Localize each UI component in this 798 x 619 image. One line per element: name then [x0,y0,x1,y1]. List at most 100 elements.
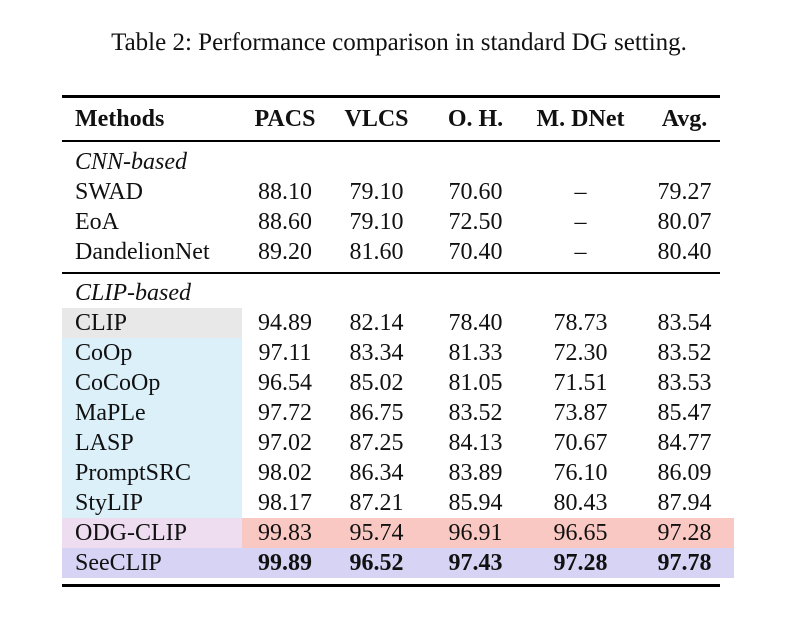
value-cell: 96.65 [526,517,635,548]
table-row-stylip: StyLIP 98.17 87.21 85.94 80.43 87.94 [62,487,734,518]
value-cell: 82.14 [349,309,404,336]
value-cell: 81.05 [448,369,503,396]
value-cell: 78.40 [448,309,503,336]
value-cell: 72.50 [448,209,503,235]
method-name: CoOp [62,337,242,368]
value-cell: 83.52 [448,399,503,426]
value-cell: 96.91 [425,517,526,548]
value-cell: 97.78 [657,549,712,576]
table-row-cocoop: CoCoOp 96.54 85.02 81.05 71.51 83.53 [62,367,734,398]
value-cell: 99.89 [258,549,312,576]
value-cell: 99.83 [242,517,328,548]
value-cell: 88.60 [258,209,312,235]
method-name: StyLIP [62,487,242,518]
value-cell: 79.10 [349,179,404,205]
value-cell: 85.47 [657,399,712,426]
value-cell: 81.33 [448,339,503,366]
value-cell: 79.10 [349,209,404,235]
value-cell: 98.17 [258,489,312,516]
table-row-seeclip: SeeCLIP 99.89 96.52 97.43 97.28 97.78 [62,547,734,578]
value-cell: 76.10 [553,459,608,486]
method-name: CLIP [62,307,242,338]
table-row-lasp: LASP 97.02 87.25 84.13 70.67 84.77 [62,427,734,458]
column-header-vlcs: VLCS [344,106,409,132]
value-cell: 87.21 [349,489,404,516]
table-row-coop: CoOp 97.11 83.34 81.33 72.30 83.52 [62,337,734,368]
value-cell: – [574,209,587,235]
method-name: ODG-CLIP [62,517,242,548]
value-cell: 80.07 [657,209,712,235]
bottom-rule [62,583,720,587]
value-cell: 88.10 [258,179,312,205]
value-cell: – [574,179,587,205]
table-row-clip: CLIP 94.89 82.14 78.40 78.73 83.54 [62,307,734,338]
value-cell: 83.53 [657,369,712,396]
method-name: CoCoOp [62,367,242,398]
method-name: SWAD [75,179,144,205]
value-cell: 70.40 [448,239,503,265]
value-cell: 86.34 [349,459,404,486]
value-cell: 70.60 [448,179,503,205]
table-row-maple: MaPLe 97.72 86.75 83.52 73.87 85.47 [62,397,734,428]
value-cell: 72.30 [553,339,608,366]
value-cell: 73.87 [553,399,608,426]
table-body: CNN-based SWAD 88.10 79.10 70.60 – 79.27 EoA 88.… [62,147,734,578]
value-cell: 94.89 [258,309,312,336]
value-cell: 78.73 [553,309,608,336]
value-cell: 97.02 [258,429,312,456]
value-cell: 87.25 [349,429,404,456]
method-name: EoA [75,209,119,235]
method-name: LASP [62,427,242,458]
value-cell: 71.51 [553,369,608,396]
value-cell: 96.52 [349,549,404,576]
results-table: Methods PACS VLCS O. H. M. DNet Avg. CNN-base… [62,95,734,587]
value-cell: 97.11 [258,339,312,366]
value-cell: 83.52 [657,339,712,366]
table-row-dandelionnet: DandelionNet 89.20 81.60 70.40 – 80.40 [62,237,734,267]
value-cell: 89.20 [258,239,312,265]
column-header-pacs: PACS [254,106,316,132]
table-row-odg-clip: ODG-CLIP 99.83 95.74 96.91 96.65 97.28 [62,517,734,548]
value-cell: 97.43 [448,549,503,576]
header-rule [62,140,720,142]
value-cell: 97.28 [635,517,734,548]
value-cell: 97.28 [553,549,608,576]
value-cell: 84.13 [448,429,503,456]
header-row: Methods PACS VLCS O. H. M. DNet Avg. [62,98,734,140]
value-cell: 83.34 [349,339,404,366]
value-cell: 95.74 [328,517,425,548]
table-row-promptsrc: PromptSRC 98.02 86.34 83.89 76.10 86.09 [62,457,734,488]
value-cell: 87.94 [657,489,712,516]
top-rule [62,95,720,98]
column-header-o-h: O. H. [447,106,504,132]
column-header-m-dnet: M. DNet [536,106,625,132]
table-caption: Table 2: Performance comparison in stand… [111,29,687,56]
value-cell: 85.94 [448,489,503,516]
value-cell: 83.54 [657,309,712,336]
value-cell: 84.77 [657,429,712,456]
column-header-avg: Avg. [661,106,708,132]
method-name: DandelionNet [75,239,210,265]
value-cell: 80.40 [657,239,712,265]
value-cell: 79.27 [657,179,712,205]
value-cell: 80.43 [553,489,608,516]
section-label-clip-based: CLIP-based [75,279,191,306]
section-label-cnn-based: CNN-based [75,149,188,175]
method-name: MaPLe [62,397,242,428]
value-cell: 97.72 [258,399,312,426]
column-header-methods: Methods [75,106,165,132]
value-cell: 98.02 [258,459,312,486]
table-row-eoa: EoA 88.60 79.10 72.50 – 80.07 [62,207,734,237]
value-cell: 70.67 [553,429,608,456]
value-cell: – [574,239,587,265]
table-row-swad: SWAD 88.10 79.10 70.60 – 79.27 [62,177,734,207]
method-name: SeeCLIP [75,549,162,576]
section-rule [62,272,720,274]
value-cell: 85.02 [349,369,404,396]
method-name: PromptSRC [62,457,242,488]
value-cell: 81.60 [349,239,404,265]
value-cell: 96.54 [258,369,312,396]
value-cell: 86.09 [657,459,712,486]
value-cell: 86.75 [349,399,404,426]
